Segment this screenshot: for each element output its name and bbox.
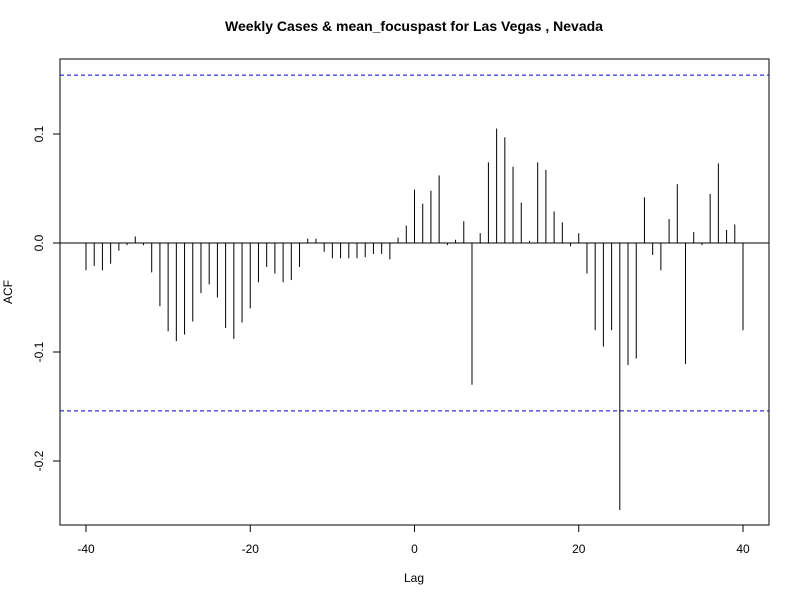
x-tick-label: 40 [736,542,750,556]
x-axis-label: Lag [404,571,424,585]
x-axis: -40 -20 0 20 40 [77,525,750,556]
y-tick-label: -0.2 [32,450,46,471]
x-tick-label: 20 [572,542,586,556]
acf-bars [85,128,744,511]
y-tick-label: 0.0 [32,234,46,251]
x-tick-label: -40 [77,542,95,556]
x-tick-label: -20 [242,542,260,556]
y-axis: -0.2 -0.1 0.0 0.1 [32,125,60,471]
y-tick-label: -0.1 [32,341,46,362]
y-tick-label: 0.1 [32,125,46,142]
chart-title: Weekly Cases & mean_focuspast for Las Ve… [225,18,603,34]
x-tick-label: 0 [411,542,418,556]
y-axis-label: ACF [1,280,15,304]
plot-frame [59,58,770,526]
